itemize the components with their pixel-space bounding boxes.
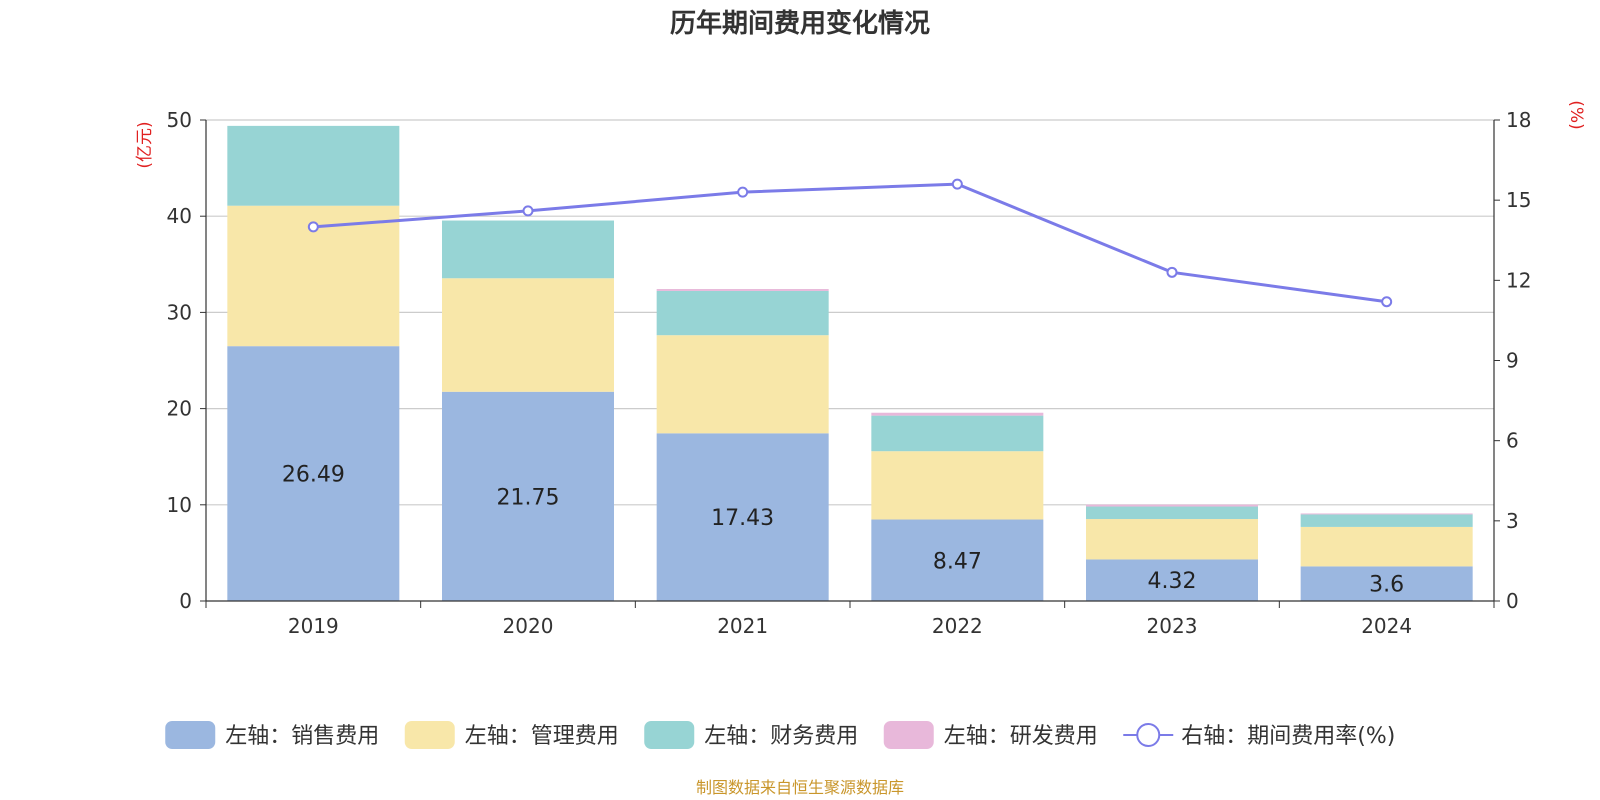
rate-point (951, 178, 963, 190)
bar-segment (1300, 566, 1473, 601)
left-tick-label: 50 (167, 108, 192, 132)
legend-label: 左轴：管理费用 (465, 724, 619, 749)
bar-segment (656, 290, 829, 336)
bar-segment (1086, 559, 1258, 601)
bar-data-label: 26.49 (282, 463, 345, 488)
right-axis-unit: (%) (1566, 100, 1586, 129)
bar-segment (656, 289, 829, 291)
right-tick-label: 9 (1506, 349, 1519, 373)
grid-lines (206, 119, 1494, 506)
rate-point (737, 186, 749, 198)
right-tick-label: 18 (1506, 108, 1531, 132)
bar-segment (1086, 504, 1258, 507)
bar-segment (442, 220, 614, 279)
legend-label: 左轴：研发费用 (944, 724, 1098, 749)
right-tick-label: 3 (1506, 509, 1519, 533)
bar-segment (656, 335, 829, 434)
left-tick-label: 20 (167, 397, 192, 421)
bar-segment (1300, 513, 1473, 515)
bar-segment (871, 415, 1044, 452)
bar-segment (871, 412, 1044, 416)
right-tick-label: 6 (1506, 429, 1519, 453)
rate-point (1166, 266, 1178, 278)
bar-segment (871, 519, 1044, 601)
source-note: 制图数据来自恒生聚源数据库 (696, 778, 904, 797)
bar-data-label: 8.47 (933, 549, 982, 574)
bar-data-label: 3.6 (1369, 573, 1404, 598)
x-tick-label: 2022 (932, 614, 983, 638)
x-tick-label: 2024 (1361, 614, 1412, 638)
legend: 左轴：销售费用 左轴：管理费用 左轴：财务费用 左轴：研发费用 右轴：期间费用率(%) (165, 721, 1395, 749)
left-tick-label: 30 (167, 300, 192, 324)
legend-swatch (883, 721, 934, 749)
legend-swatch (644, 721, 695, 749)
bar-segment (1300, 526, 1473, 567)
legend-label: 左轴：财务费用 (704, 724, 858, 749)
rate-point (307, 221, 319, 233)
rate-polyline (313, 182, 1387, 304)
legend-label: 右轴：期间费用率(%) (1181, 724, 1395, 749)
bar-segment (227, 346, 400, 601)
left-tick-label: 10 (167, 493, 192, 517)
bar-data-label: 21.75 (497, 485, 560, 510)
rate-line (307, 178, 1393, 308)
left-tick-label: 0 (179, 589, 192, 613)
chart-title: 历年期间费用变化情况 (670, 8, 930, 39)
bar-segment (442, 278, 614, 392)
x-tick-label: 2023 (1147, 614, 1198, 638)
rate-point (522, 205, 534, 217)
left-axis-unit: (亿元) (135, 121, 155, 168)
left-tick-label: 40 (167, 204, 192, 228)
legend-swatch (165, 721, 216, 749)
right-tick-label: 12 (1506, 268, 1531, 292)
bar-segment (656, 433, 829, 601)
bar-data-label: 17.43 (711, 506, 774, 531)
bar-segment (442, 391, 614, 601)
bar-data-label: 4.32 (1148, 569, 1197, 594)
legend-swatch (404, 721, 455, 749)
bar-segment (1300, 514, 1473, 527)
x-tick-label: 2020 (503, 614, 554, 638)
data-labels: 26.49 21.75 17.43 8.47 4.32 3.6 (282, 463, 1404, 598)
x-tick-label: 2021 (717, 614, 768, 638)
legend-swatch-marker (1136, 723, 1161, 747)
bar-segment (1086, 506, 1258, 520)
bar-segment (1086, 519, 1258, 560)
right-tick-label: 15 (1506, 188, 1531, 212)
legend-label: 左轴：销售费用 (225, 724, 379, 749)
bar-segment (227, 125, 400, 206)
axes: 0 10 20 30 40 50 0 3 6 9 12 15 18 2019 2020 2021 2022 202… (167, 108, 1532, 638)
bars (227, 125, 1473, 601)
rate-point (1381, 296, 1393, 308)
right-tick-label: 0 (1506, 589, 1519, 613)
bar-segment (871, 451, 1044, 520)
x-tick-label: 2019 (288, 614, 339, 638)
